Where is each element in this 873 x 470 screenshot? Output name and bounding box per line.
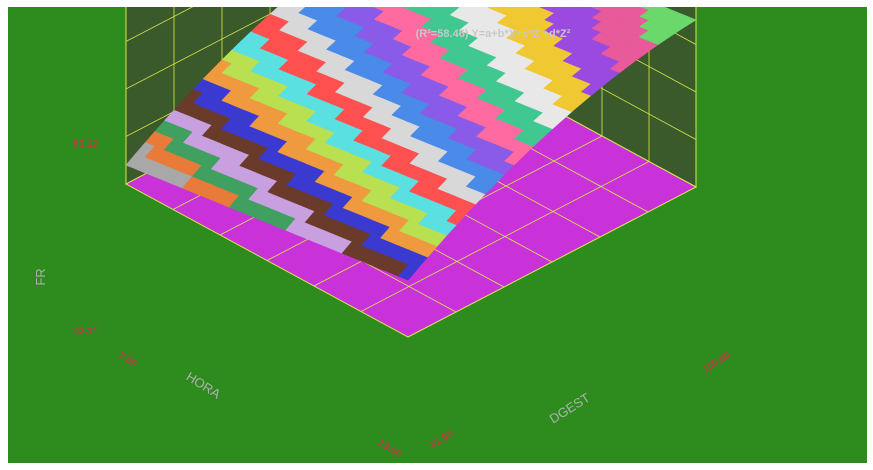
- wall-grid-line: [125, 7, 194, 42]
- chart-title: (R²=58.46) Y=a+b*X+c*Z +d*Z²: [416, 28, 571, 40]
- z-tick-min: 43,11: [74, 326, 99, 337]
- y-axis-label: DGEST: [547, 390, 593, 426]
- chart-panel: (R²=58.46) Y=a+b*X+c*Z +d*Z² 85,12 43,11…: [8, 7, 867, 463]
- x-tick-min: 7,00: [116, 350, 139, 370]
- x-axis-label: HORA: [183, 369, 223, 402]
- x-tick-max: 19,00: [376, 438, 403, 461]
- surface-patch: [537, 7, 549, 10]
- surface-chart: (R²=58.46) Y=a+b*X+c*Z +d*Z² 85,12 43,11…: [33, 7, 733, 461]
- z-axis-label: FR: [33, 268, 48, 285]
- surface-patch: [614, 7, 625, 10]
- z-tick-max: 85,12: [73, 139, 98, 150]
- y-tick-max: 150,00: [701, 350, 733, 376]
- y-tick-min: 31,00: [428, 428, 455, 451]
- response-surface: [125, 7, 697, 281]
- surface-patch: [398, 264, 419, 281]
